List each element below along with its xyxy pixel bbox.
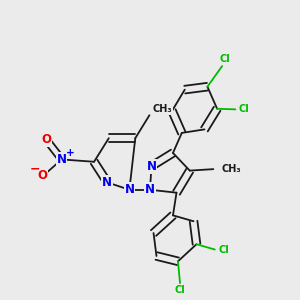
Text: O: O — [38, 169, 47, 182]
Text: N: N — [124, 183, 134, 196]
Text: +: + — [66, 148, 75, 158]
Text: CH₃: CH₃ — [153, 104, 172, 114]
Text: O: O — [41, 133, 51, 146]
Text: CH₃: CH₃ — [221, 164, 241, 174]
Text: N: N — [145, 183, 155, 196]
Text: Cl: Cl — [220, 54, 230, 64]
Text: N: N — [57, 153, 67, 166]
Text: Cl: Cl — [175, 285, 185, 295]
Text: Cl: Cl — [238, 104, 249, 114]
Text: N: N — [102, 176, 112, 189]
Text: −: − — [30, 163, 40, 176]
Text: Cl: Cl — [218, 244, 229, 254]
Text: N: N — [146, 160, 157, 173]
